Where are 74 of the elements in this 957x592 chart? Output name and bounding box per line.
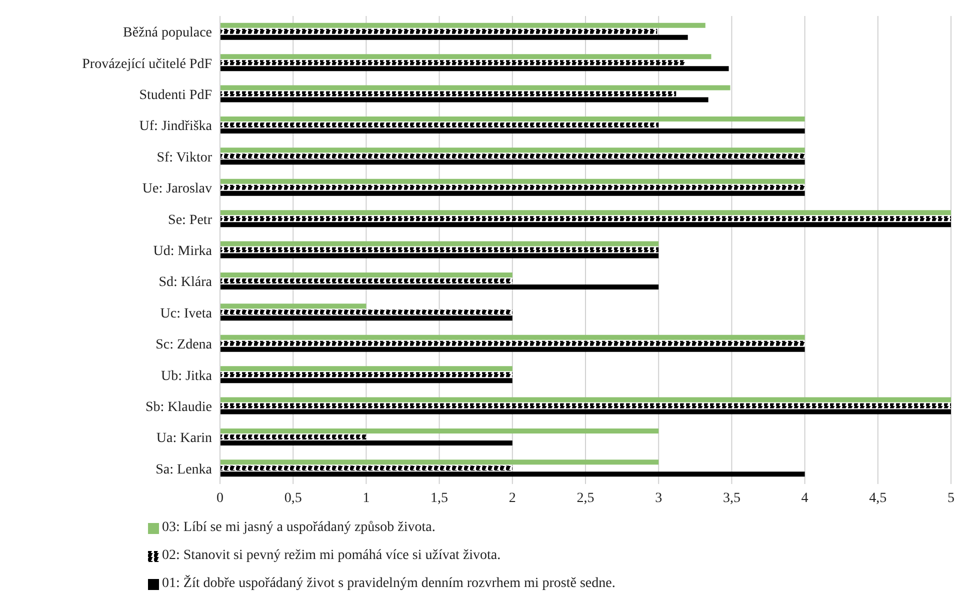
bar (220, 366, 512, 372)
bar (220, 216, 951, 222)
y-tick-label: Uf: Jindřiška (139, 119, 213, 134)
legend-label: 02: Stanovit si pevný režim mi pomáhá více si užívat života. (162, 548, 501, 564)
x-tick-label: 0,5 (284, 490, 302, 506)
bar (220, 272, 512, 278)
bar (220, 434, 366, 440)
bar (220, 316, 512, 321)
bar (220, 340, 805, 346)
x-tick-label: 1,5 (430, 490, 448, 506)
bar (220, 472, 805, 477)
bar (220, 278, 512, 284)
x-tick-label: 1 (362, 490, 370, 506)
bar (220, 190, 805, 196)
legend-label: 03: Líbí se mi jasný a uspořádaný způsob života. (162, 520, 436, 536)
bar (220, 403, 951, 408)
bar (220, 440, 512, 446)
bar (220, 22, 706, 28)
y-tick-label: Sf: Viktor (156, 150, 212, 166)
bar (220, 409, 951, 414)
bar (220, 154, 805, 159)
bar (220, 253, 659, 258)
bar (220, 310, 512, 315)
y-tick-label: Studenti PdF (139, 88, 212, 103)
bar (220, 178, 805, 184)
bar (220, 54, 712, 60)
bar (220, 210, 951, 216)
y-tick-label: Sd: Klára (158, 275, 213, 290)
x-tick-label: 5 (948, 490, 954, 506)
y-tick-label: Uc: Iveta (160, 306, 213, 322)
bar (220, 122, 659, 128)
legend-label: 01: Žít dobře uspořádaný život s pravidelným denním rozvrhem mi prostě sedne. (162, 576, 616, 592)
bar (220, 34, 688, 40)
y-tick-label: Ub: Jitka (161, 368, 213, 384)
bar (220, 428, 659, 434)
bar (220, 460, 659, 465)
x-tick-label: 2,5 (576, 490, 594, 506)
bar (220, 304, 366, 309)
bar (220, 116, 805, 122)
y-tick-label: Sc: Zdena (156, 338, 213, 353)
y-tick-label: Se: Petr (168, 212, 212, 228)
x-tick-label: 3,5 (722, 490, 740, 506)
x-tick-label: 4,5 (869, 490, 887, 506)
bar (220, 28, 658, 34)
bar (220, 222, 951, 228)
y-tick-label: Ud: Mirka (153, 244, 213, 259)
bar (220, 160, 805, 165)
x-tick-label: 0 (216, 490, 224, 506)
bar (220, 378, 512, 384)
bar (220, 128, 805, 134)
bar (220, 97, 708, 102)
bar (220, 466, 512, 471)
bar (220, 91, 676, 96)
bar (220, 397, 951, 402)
y-tick-label: Sa: Lenka (156, 462, 213, 478)
bar (220, 372, 512, 378)
y-tick-label: Ue: Jaroslav (142, 182, 212, 197)
y-tick-label: Provázející učitelé PdF (82, 56, 212, 72)
bar (220, 148, 805, 153)
bar (220, 60, 685, 66)
bar (220, 346, 805, 352)
y-tick-label: Ua: Karin (156, 431, 212, 446)
bar (220, 284, 659, 290)
y-tick-label: Běžná populace (122, 26, 212, 41)
bar (220, 247, 659, 252)
bar (220, 241, 659, 246)
bar (220, 85, 730, 90)
y-tick-label: Sb: Klaudie (146, 400, 212, 415)
bar (220, 66, 729, 72)
bar (220, 184, 805, 190)
bar (220, 334, 805, 340)
x-tick-label: 4 (801, 490, 808, 506)
x-tick-label: 3 (655, 490, 662, 506)
x-tick-label: 2 (508, 490, 516, 506)
